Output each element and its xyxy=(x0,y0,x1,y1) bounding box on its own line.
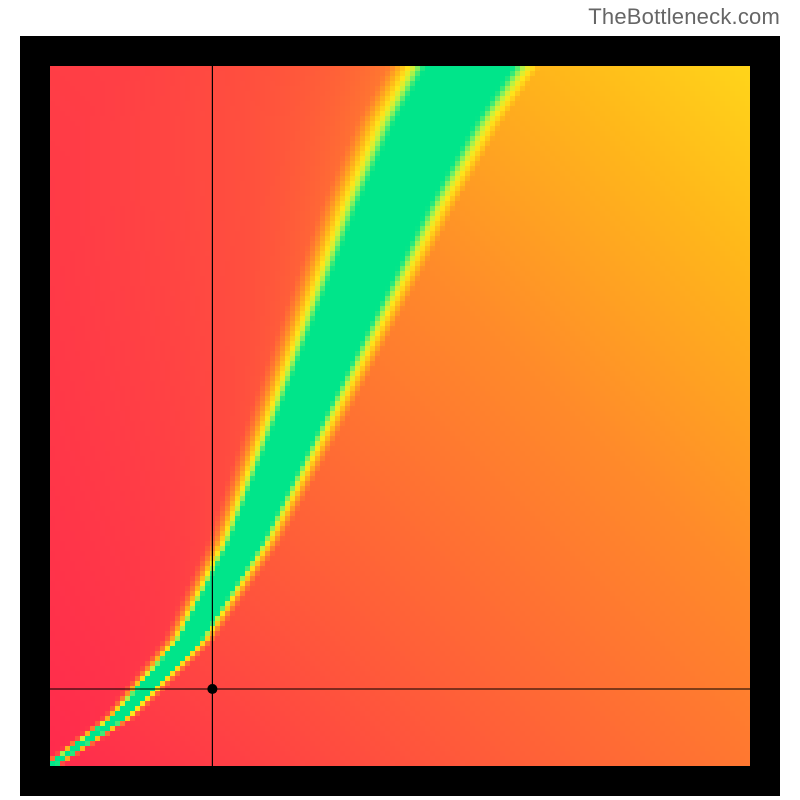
heatmap-canvas xyxy=(20,36,780,796)
heatmap-plot xyxy=(20,36,780,796)
watermark-text: TheBottleneck.com xyxy=(588,4,780,30)
